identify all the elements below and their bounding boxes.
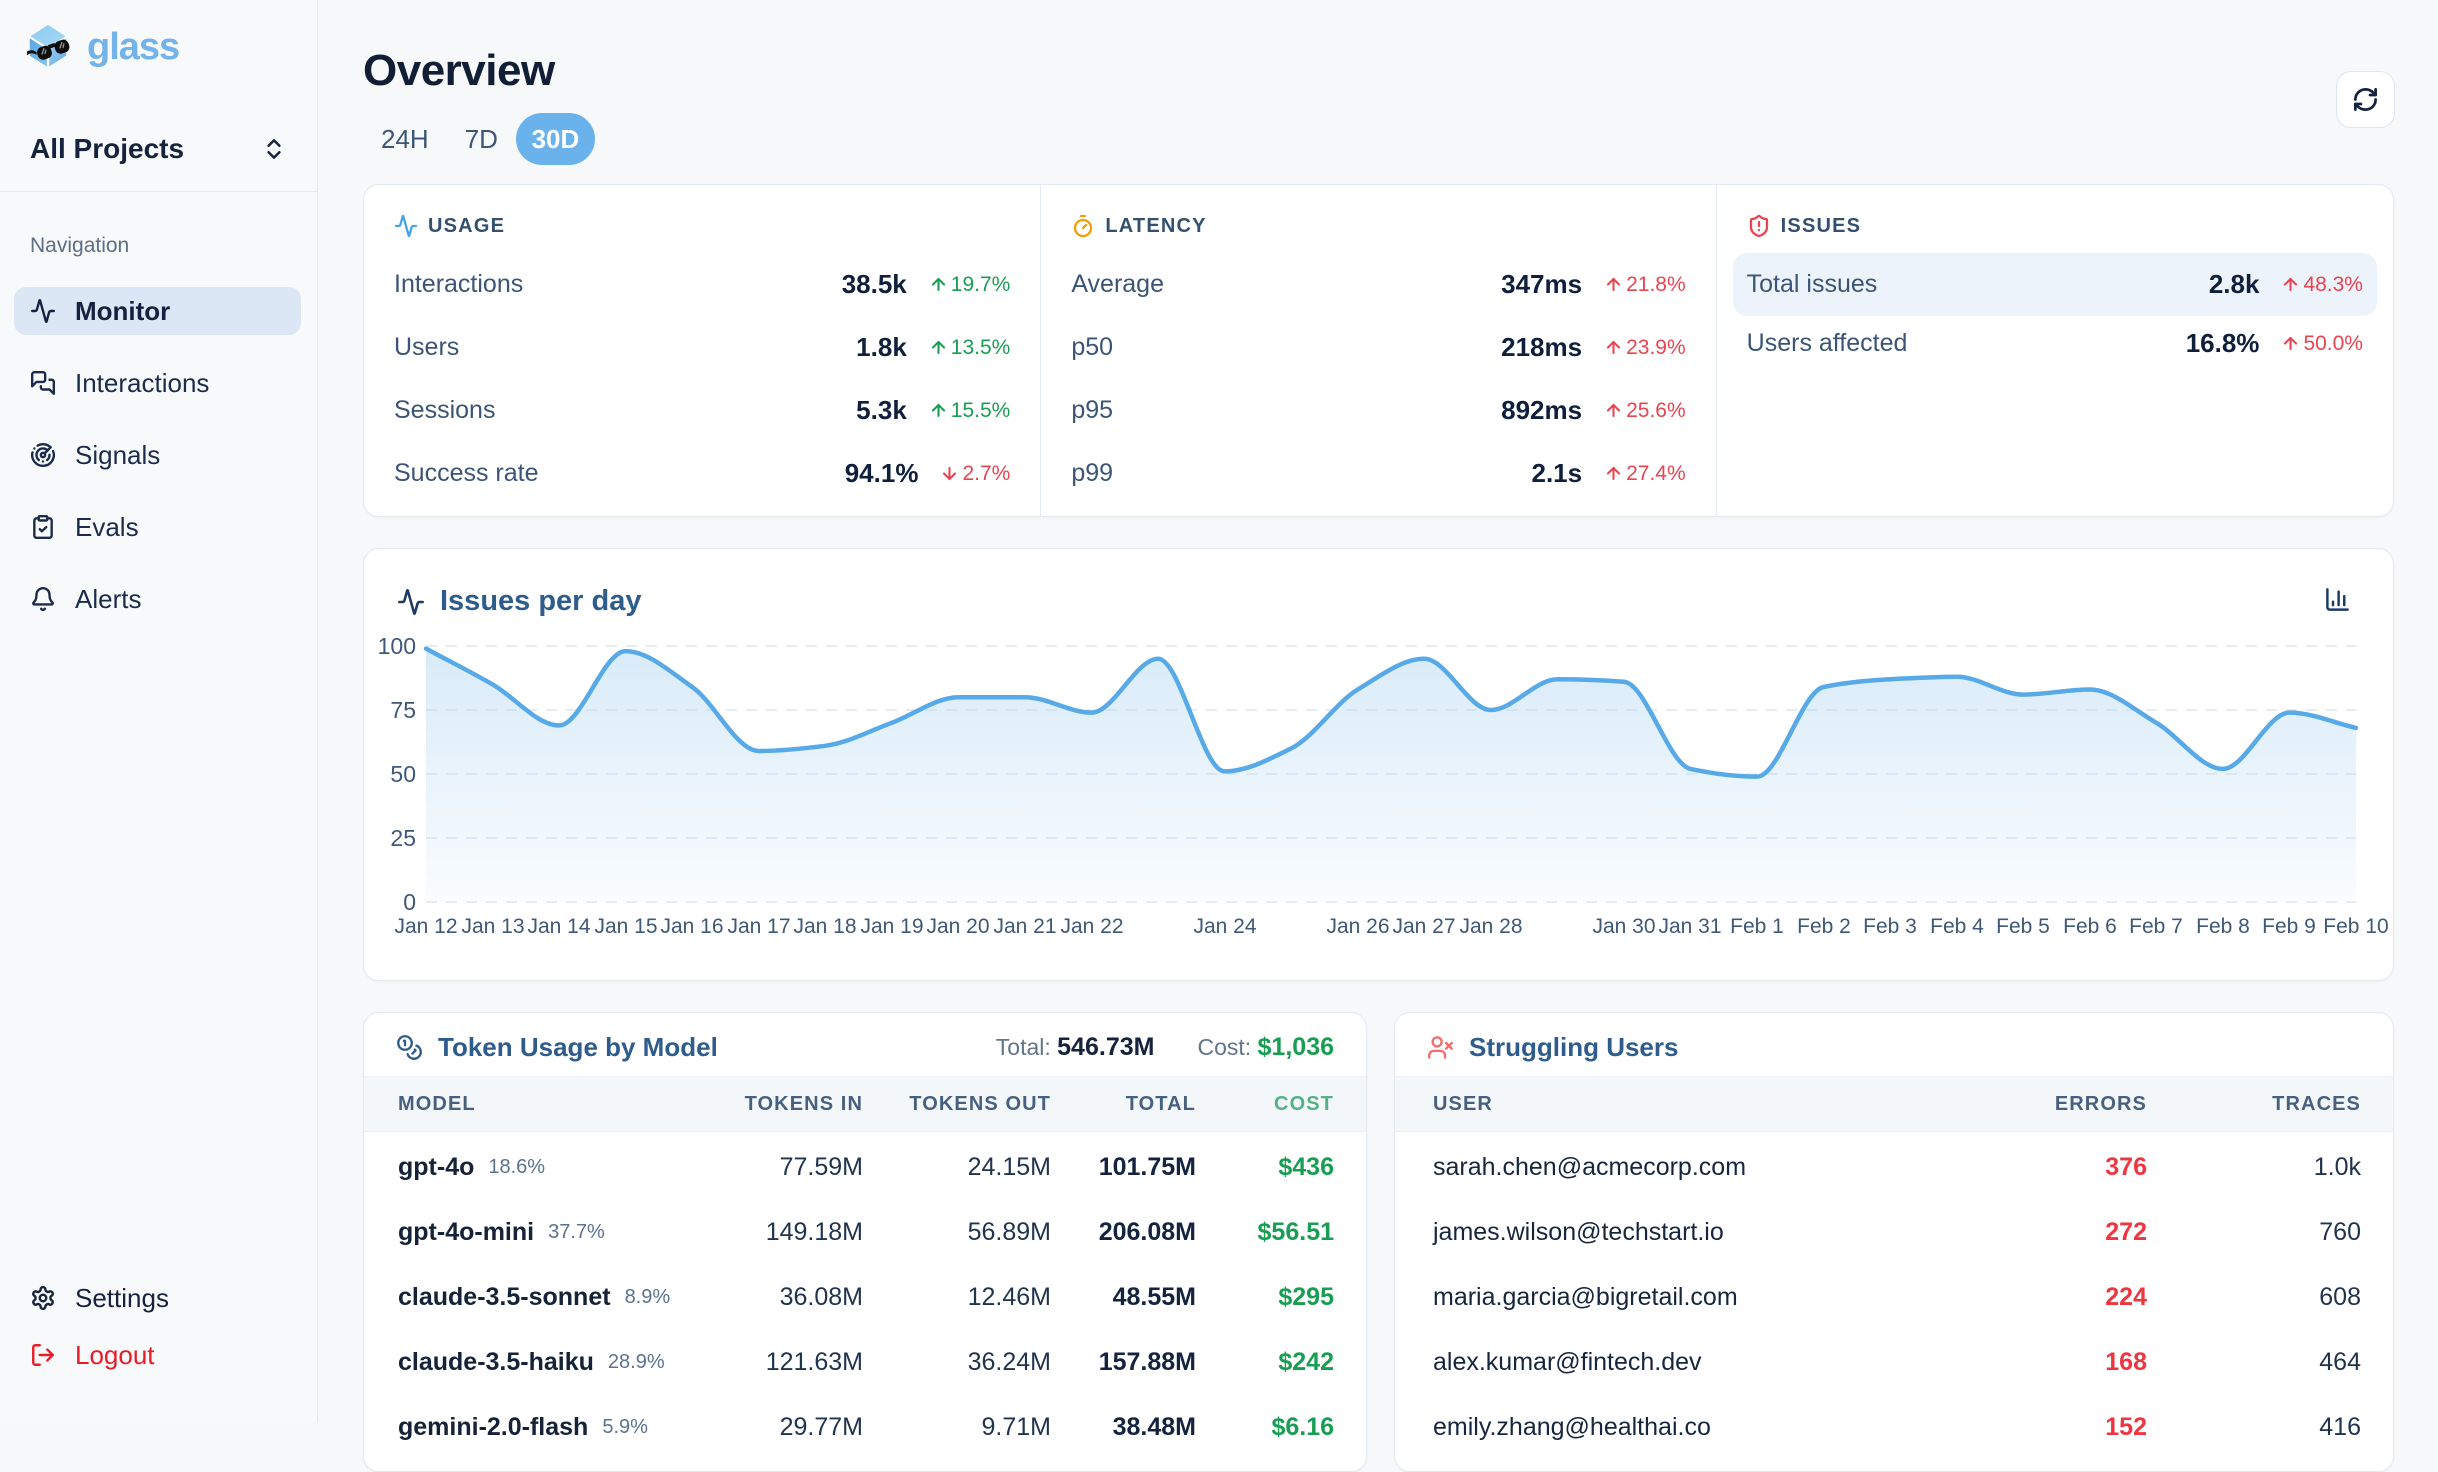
svg-text:Feb 8: Feb 8 — [2196, 915, 2250, 938]
svg-text:Feb 1: Feb 1 — [1730, 915, 1784, 938]
svg-text:Jan 26: Jan 26 — [1326, 915, 1389, 938]
svg-text:Jan 13: Jan 13 — [461, 915, 524, 938]
svg-text:Feb 10: Feb 10 — [2323, 915, 2388, 938]
svg-text:Feb 3: Feb 3 — [1863, 915, 1917, 938]
svg-text:Jan 22: Jan 22 — [1060, 915, 1123, 938]
svg-text:Feb 7: Feb 7 — [2129, 915, 2183, 938]
svg-text:Jan 14: Jan 14 — [527, 915, 590, 938]
svg-text:Jan 19: Jan 19 — [860, 915, 923, 938]
svg-text:Jan 20: Jan 20 — [926, 915, 989, 938]
svg-text:Feb 6: Feb 6 — [2063, 915, 2117, 938]
svg-text:25: 25 — [390, 825, 416, 851]
svg-text:Jan 17: Jan 17 — [727, 915, 790, 938]
svg-text:Feb 4: Feb 4 — [1930, 915, 1984, 938]
svg-text:Jan 15: Jan 15 — [594, 915, 657, 938]
svg-text:Feb 5: Feb 5 — [1996, 915, 2050, 938]
svg-text:100: 100 — [378, 633, 416, 659]
svg-text:Jan 16: Jan 16 — [660, 915, 723, 938]
svg-text:Jan 21: Jan 21 — [993, 915, 1056, 938]
svg-text:0: 0 — [403, 889, 416, 915]
svg-text:50: 50 — [390, 761, 416, 787]
svg-text:Jan 31: Jan 31 — [1658, 915, 1721, 938]
svg-text:75: 75 — [390, 697, 416, 723]
svg-text:Jan 12: Jan 12 — [394, 915, 457, 938]
svg-text:Jan 24: Jan 24 — [1193, 915, 1256, 938]
svg-text:Feb 9: Feb 9 — [2262, 915, 2316, 938]
svg-text:Feb 2: Feb 2 — [1797, 915, 1851, 938]
svg-text:Jan 18: Jan 18 — [793, 915, 856, 938]
svg-text:Jan 27: Jan 27 — [1392, 915, 1455, 938]
svg-text:Jan 28: Jan 28 — [1459, 915, 1522, 938]
svg-text:Jan 30: Jan 30 — [1592, 915, 1655, 938]
